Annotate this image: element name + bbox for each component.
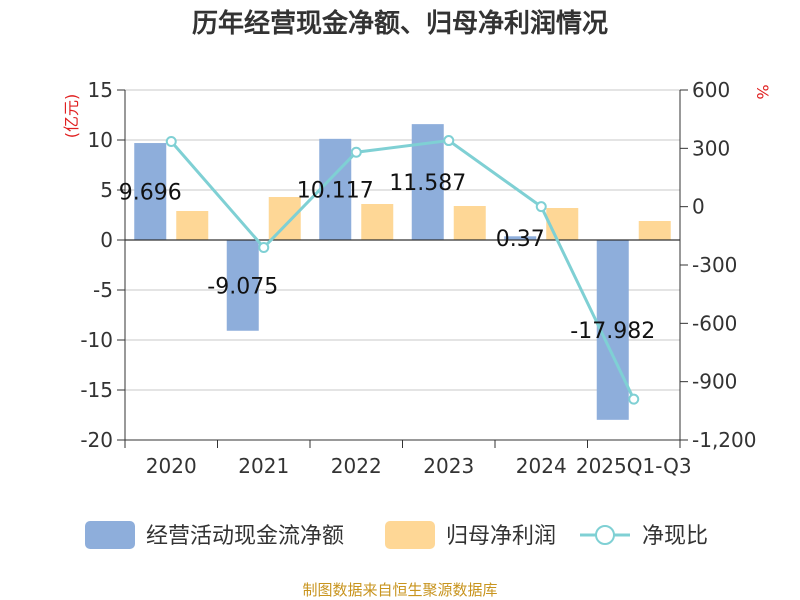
bar-series [134, 124, 671, 420]
x-tick-label: 2022 [331, 454, 382, 478]
data-label: 11.587 [389, 171, 466, 196]
x-tick-label: 2024 [516, 454, 567, 478]
ratio-point [350, 146, 362, 158]
right-axis-unit: % [753, 84, 772, 99]
left-tick-label: -15 [80, 378, 113, 402]
bar-cash-flow [226, 240, 259, 331]
right-tick-label: 0 [692, 195, 705, 219]
data-labels: 9.696 -9.075 10.117 11.587 0.37 -17.982 [119, 171, 655, 344]
left-tick-label: 15 [88, 78, 113, 102]
ratio-point [535, 201, 547, 213]
data-label: -17.982 [570, 319, 655, 344]
ratio-line [170, 138, 636, 400]
source-note: 制图数据来自恒生聚源数据库 [302, 581, 497, 599]
left-tick-label: 10 [88, 128, 113, 152]
data-label: 10.117 [297, 178, 374, 203]
data-label: 9.696 [119, 181, 182, 206]
left-tick-label: 5 [100, 178, 113, 202]
data-label: -9.075 [207, 274, 278, 299]
bar-net-profit [176, 211, 209, 240]
ratio-point [258, 242, 270, 253]
x-tick-label: 2025Q1-Q3 [576, 454, 692, 478]
bar-net-profit [638, 221, 671, 240]
bar-net-profit [546, 208, 579, 240]
bar-cash-flow [319, 138, 352, 240]
axes: 15 10 5 0 -5 -10 -15 -20 600 300 0 -300 -600 -900 -1,2… [80, 78, 756, 478]
ratio-point [165, 136, 177, 148]
chart-title: 历年经营现金净额、归母净利润情况 [192, 8, 608, 39]
ratio-point [628, 393, 640, 405]
legend-swatch-cash-flow [85, 521, 135, 549]
legend-label-net-profit: 归母净利润 [446, 524, 556, 549]
data-label: 0.37 [496, 227, 545, 252]
left-tick-label: 0 [100, 228, 113, 252]
bar-cash-flow [504, 236, 537, 240]
right-tick-label: 300 [692, 136, 730, 160]
legend-swatch-net-profit [385, 521, 435, 549]
x-tick-label: 2023 [423, 454, 474, 478]
bar-cash-flow [134, 143, 167, 240]
left-axis-unit: (亿元) [62, 94, 81, 139]
bar-net-profit [268, 197, 301, 240]
legend-label-ratio: 净现比 [642, 524, 708, 549]
right-tick-label: -300 [692, 253, 737, 277]
bar-net-profit [453, 206, 486, 240]
x-tick-label: 2020 [146, 454, 197, 478]
legend-label-cash-flow: 经营活动现金流净额 [146, 524, 344, 549]
legend-marker-ratio [595, 525, 615, 545]
left-tick-label: -5 [93, 278, 113, 302]
line-series [165, 135, 640, 405]
left-tick-label: -20 [80, 428, 113, 452]
ratio-point [443, 135, 455, 147]
x-tick-label: 2021 [238, 454, 289, 478]
right-tick-label: -900 [692, 370, 737, 394]
right-tick-label: -600 [692, 311, 737, 335]
legend[interactable]: 经营活动现金流净额 归母净利润 净现比 [85, 521, 708, 549]
bar-net-profit [361, 204, 394, 240]
right-tick-label: 600 [692, 78, 730, 102]
right-tick-label: -1,200 [692, 428, 756, 452]
left-tick-label: -10 [80, 328, 113, 352]
